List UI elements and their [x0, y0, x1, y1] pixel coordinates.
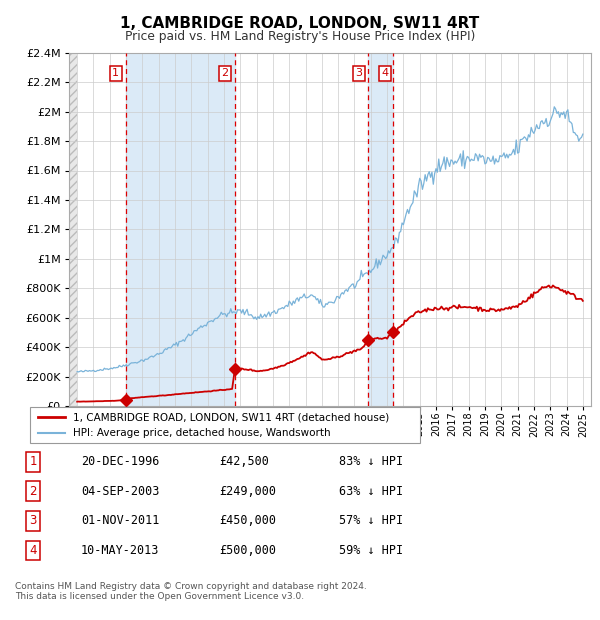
Text: £42,500: £42,500	[219, 456, 269, 468]
Text: 1, CAMBRIDGE ROAD, LONDON, SW11 4RT (detached house): 1, CAMBRIDGE ROAD, LONDON, SW11 4RT (det…	[73, 412, 389, 422]
Bar	[125, 53, 235, 406]
Text: 4: 4	[29, 544, 37, 557]
Text: 4: 4	[382, 68, 389, 78]
Text: 1: 1	[112, 68, 119, 78]
Text: 20-DEC-1996: 20-DEC-1996	[81, 456, 160, 468]
Text: 01-NOV-2011: 01-NOV-2011	[81, 515, 160, 527]
Text: £249,000: £249,000	[219, 485, 276, 497]
Text: £500,000: £500,000	[219, 544, 276, 557]
Text: 59% ↓ HPI: 59% ↓ HPI	[339, 544, 403, 557]
Text: 04-SEP-2003: 04-SEP-2003	[81, 485, 160, 497]
Text: 3: 3	[356, 68, 362, 78]
FancyBboxPatch shape	[30, 407, 420, 443]
Text: 10-MAY-2013: 10-MAY-2013	[81, 544, 160, 557]
Text: 83% ↓ HPI: 83% ↓ HPI	[339, 456, 403, 468]
Text: 1, CAMBRIDGE ROAD, LONDON, SW11 4RT: 1, CAMBRIDGE ROAD, LONDON, SW11 4RT	[121, 16, 479, 31]
Bar	[69, 53, 77, 406]
Bar	[368, 53, 393, 406]
Text: £450,000: £450,000	[219, 515, 276, 527]
Text: Contains HM Land Registry data © Crown copyright and database right 2024.
This d: Contains HM Land Registry data © Crown c…	[15, 582, 367, 601]
Text: Price paid vs. HM Land Registry's House Price Index (HPI): Price paid vs. HM Land Registry's House …	[125, 30, 475, 43]
Text: HPI: Average price, detached house, Wandsworth: HPI: Average price, detached house, Wand…	[73, 428, 331, 438]
Text: 1: 1	[29, 456, 37, 468]
Text: 2: 2	[221, 68, 229, 78]
Text: 57% ↓ HPI: 57% ↓ HPI	[339, 515, 403, 527]
Text: 2: 2	[29, 485, 37, 497]
Text: 3: 3	[29, 515, 37, 527]
Text: 63% ↓ HPI: 63% ↓ HPI	[339, 485, 403, 497]
Bar	[69, 53, 77, 406]
